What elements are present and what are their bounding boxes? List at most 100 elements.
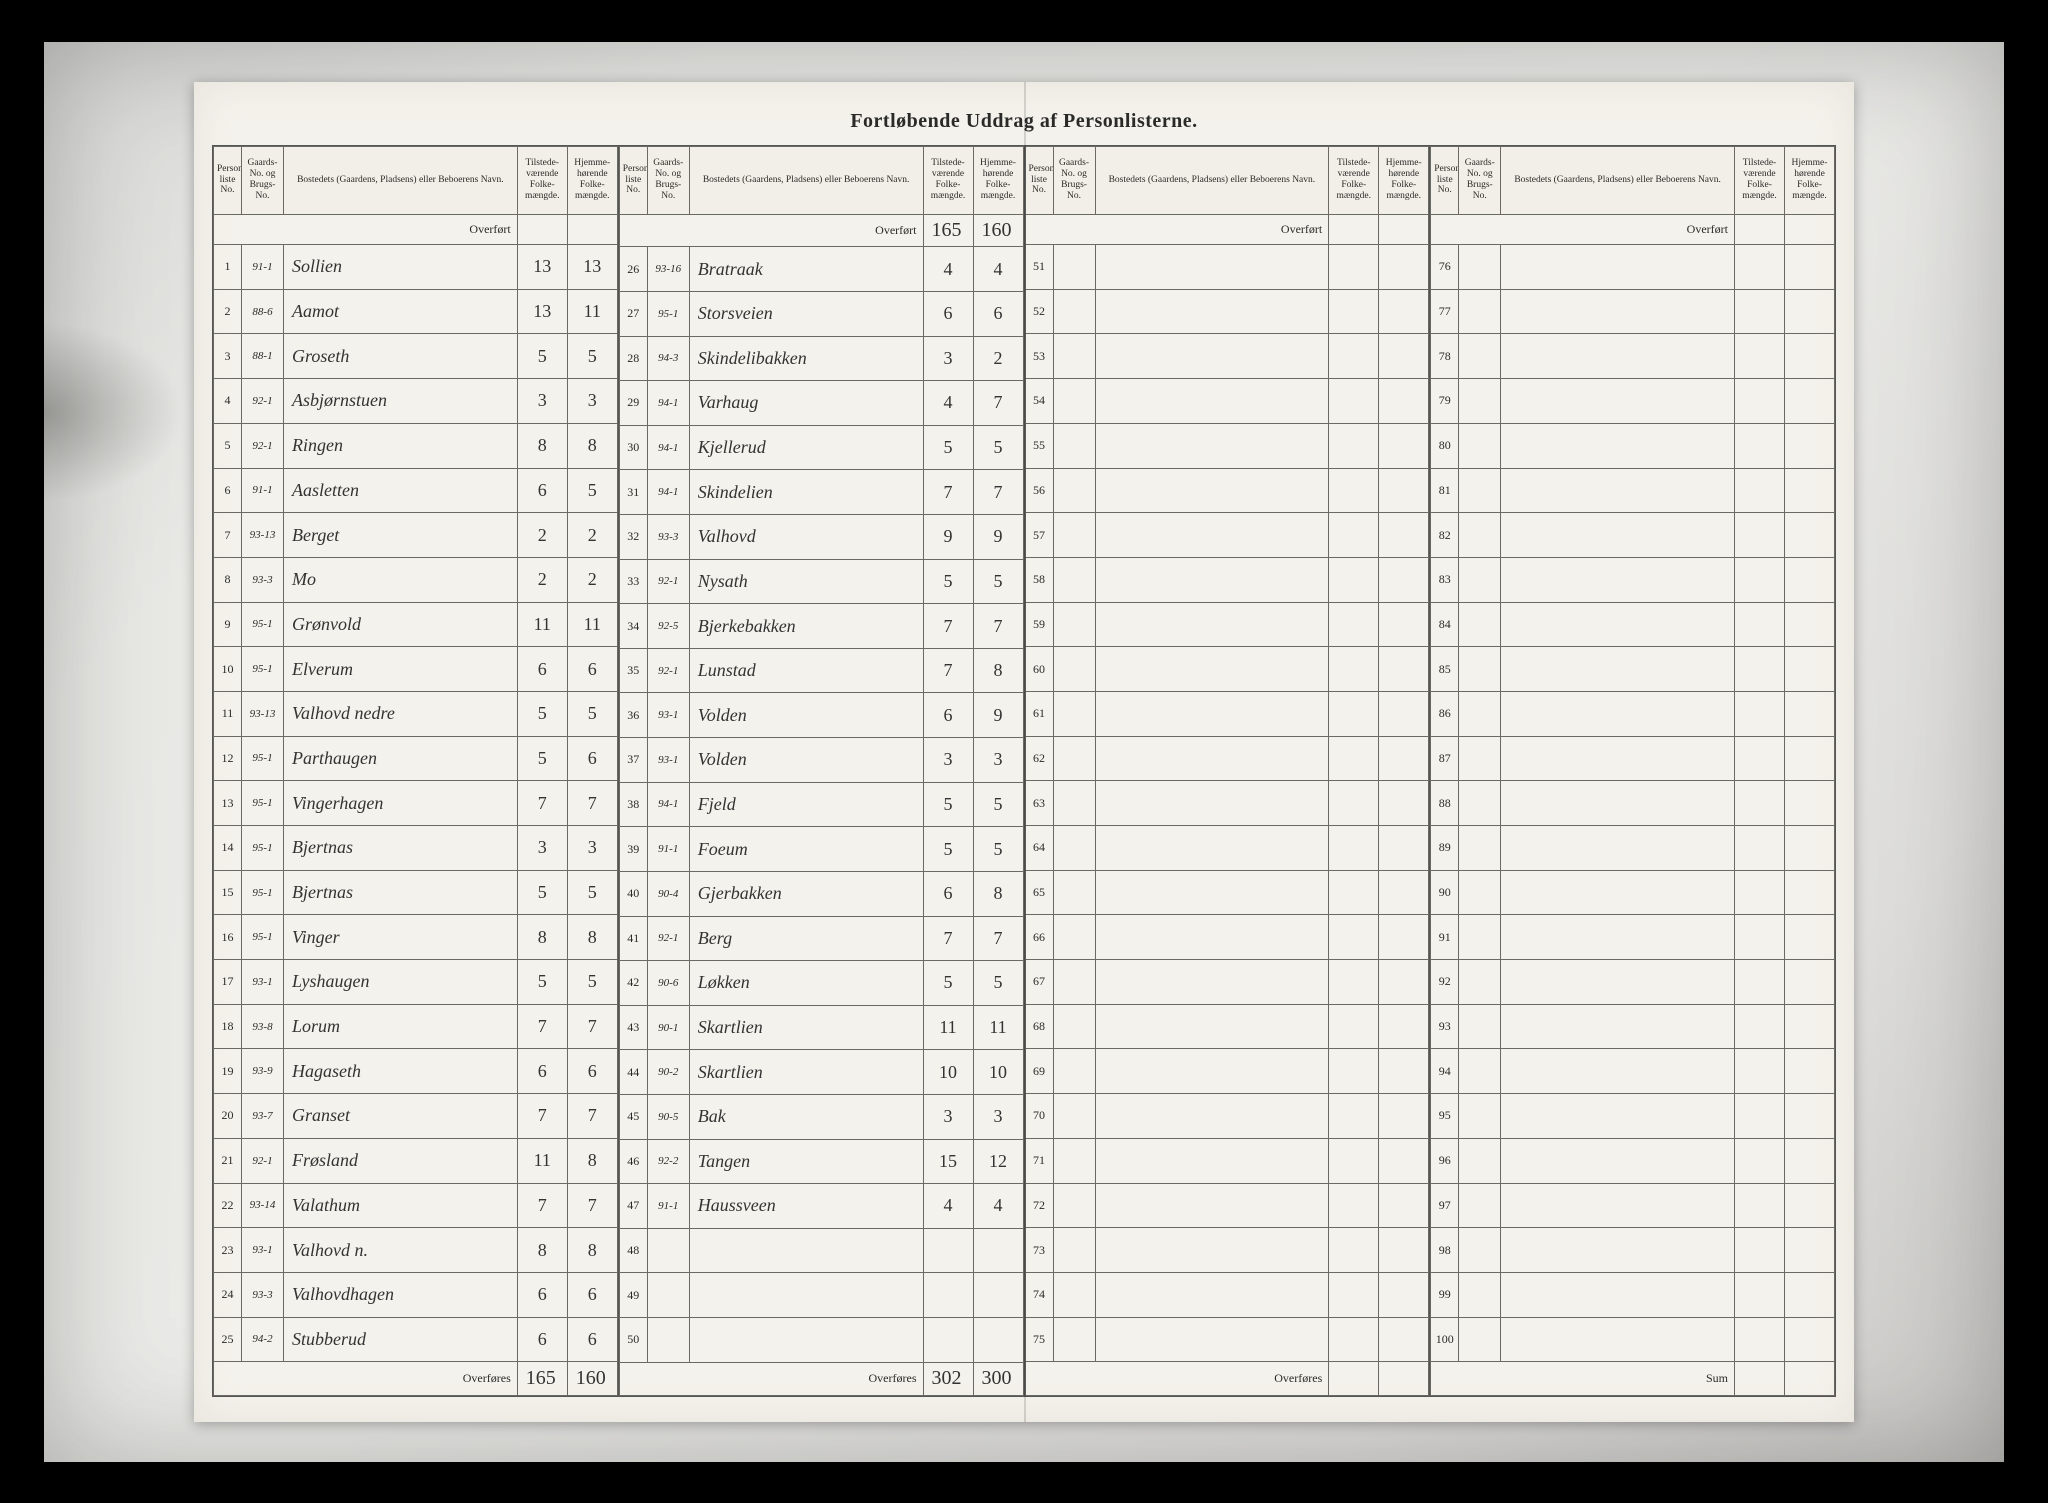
cell-name: Foeum (689, 827, 923, 872)
cell-num: 22 (214, 1183, 242, 1228)
cell-gaard: 95-1 (242, 826, 284, 871)
cell-num: 49 (619, 1273, 647, 1318)
sum-label: Overføres (214, 1362, 518, 1395)
cell-gaard: 94-3 (647, 336, 689, 381)
cell-gaard (1459, 647, 1501, 692)
cell-pop: 3 (567, 826, 617, 871)
table-row: 1793-1Lyshaugen55 (214, 960, 618, 1005)
cell-name: Tangen (689, 1139, 923, 1184)
cell-name: Haussveen (689, 1184, 923, 1229)
cell-gaard (1459, 379, 1501, 424)
table-row: 3293-3Valhovd99 (619, 515, 1023, 560)
table-row: 69 (1025, 1049, 1429, 1094)
cell-pop (1379, 1049, 1429, 1094)
cell-num: 38 (619, 782, 647, 827)
sum-label: Sum (1431, 1362, 1735, 1395)
table-row: 4692-2Tangen1512 (619, 1139, 1023, 1184)
table-row: 86 (1431, 691, 1835, 736)
cell-gaard: 93-1 (242, 1228, 284, 1273)
overfort-value: 165 (923, 214, 973, 247)
cell-num: 88 (1431, 781, 1459, 826)
cell-name (689, 1228, 923, 1273)
cell-pop: 9 (973, 515, 1023, 560)
cell-gaard: 93-13 (242, 691, 284, 736)
cell-num: 60 (1025, 647, 1053, 692)
sum-value: 160 (567, 1362, 617, 1395)
cell-num: 95 (1431, 1094, 1459, 1139)
cell-pop: 10 (973, 1050, 1023, 1095)
cell-num: 10 (214, 647, 242, 692)
cell-pop: 3 (517, 379, 567, 424)
cell-gaard (1053, 334, 1095, 379)
cell-gaard (1053, 602, 1095, 647)
table-row: 793-13Berget22 (214, 513, 618, 558)
table-row: 1395-1Vingerhagen77 (214, 781, 618, 826)
cell-num: 55 (1025, 423, 1053, 468)
cell-num: 53 (1025, 334, 1053, 379)
cell-pop: 2 (973, 336, 1023, 381)
cell-pop (1329, 870, 1379, 915)
cell-pop: 6 (567, 1049, 617, 1094)
cell-num: 54 (1025, 379, 1053, 424)
table-row: 54 (1025, 379, 1429, 424)
cell-gaard: 92-1 (647, 916, 689, 961)
table-row: 4590-5Bak33 (619, 1094, 1023, 1139)
cell-name: Skartlien (689, 1005, 923, 1050)
cell-pop: 2 (567, 557, 617, 602)
cell-pop: 7 (923, 604, 973, 649)
cell-name: Valhovd nedre (284, 691, 518, 736)
table-row: 4192-1Berg77 (619, 916, 1023, 961)
cell-name: Elverum (284, 647, 518, 692)
cell-gaard: 92-1 (242, 379, 284, 424)
sum-label: Overføres (1025, 1362, 1329, 1395)
cell-num: 25 (214, 1317, 242, 1362)
table-row: 78 (1431, 334, 1835, 379)
cell-num: 83 (1431, 557, 1459, 602)
ledger-table: Person- liste No.Gaards- No. og Brugs- N… (1025, 146, 1430, 1396)
cell-pop (1785, 245, 1835, 290)
cell-pop (1329, 1183, 1379, 1228)
column-header: Tilstede- værende Folke- mængde. (517, 146, 567, 214)
cell-name (1095, 915, 1329, 960)
cell-pop: 8 (567, 423, 617, 468)
cell-pop (1785, 1004, 1835, 1049)
cell-pop: 5 (517, 960, 567, 1005)
cell-name: Valhovd n. (284, 1228, 518, 1273)
cell-name: Kjellerud (689, 425, 923, 470)
cell-pop (1379, 379, 1429, 424)
cell-name: Lyshaugen (284, 960, 518, 1005)
table-row: 592-1Ringen88 (214, 423, 618, 468)
cell-pop: 9 (923, 515, 973, 560)
cell-name: Lunstad (689, 648, 923, 693)
cell-name: Sollien (284, 245, 518, 290)
table-row: 1893-8Lorum77 (214, 1004, 618, 1049)
cell-num: 66 (1025, 915, 1053, 960)
table-row: 77 (1431, 289, 1835, 334)
cell-gaard (1053, 1183, 1095, 1228)
cell-num: 7 (214, 513, 242, 558)
cell-gaard (1459, 289, 1501, 334)
cell-gaard: 94-1 (647, 425, 689, 470)
cell-gaard (1053, 1004, 1095, 1049)
cell-num: 37 (619, 738, 647, 783)
cell-num: 80 (1431, 423, 1459, 468)
cell-name: Granset (284, 1094, 518, 1139)
cell-num: 64 (1025, 826, 1053, 871)
cell-pop (973, 1228, 1023, 1273)
cell-pop (1785, 1049, 1835, 1094)
table-row: 85 (1431, 647, 1835, 692)
cell-name: Groseth (284, 334, 518, 379)
cell-name: Valhovdhagen (284, 1272, 518, 1317)
cell-num: 45 (619, 1094, 647, 1139)
cell-num: 51 (1025, 245, 1053, 290)
ledger-panel-3: Person- liste No.Gaards- No. og Brugs- N… (1025, 145, 1431, 1397)
cell-pop (1735, 1004, 1785, 1049)
cell-gaard (1053, 647, 1095, 692)
cell-num: 40 (619, 871, 647, 916)
cell-pop: 10 (923, 1050, 973, 1095)
cell-gaard (1459, 691, 1501, 736)
cell-num: 56 (1025, 468, 1053, 513)
cell-num: 23 (214, 1228, 242, 1273)
cell-name (1095, 1094, 1329, 1139)
cell-gaard (1459, 334, 1501, 379)
